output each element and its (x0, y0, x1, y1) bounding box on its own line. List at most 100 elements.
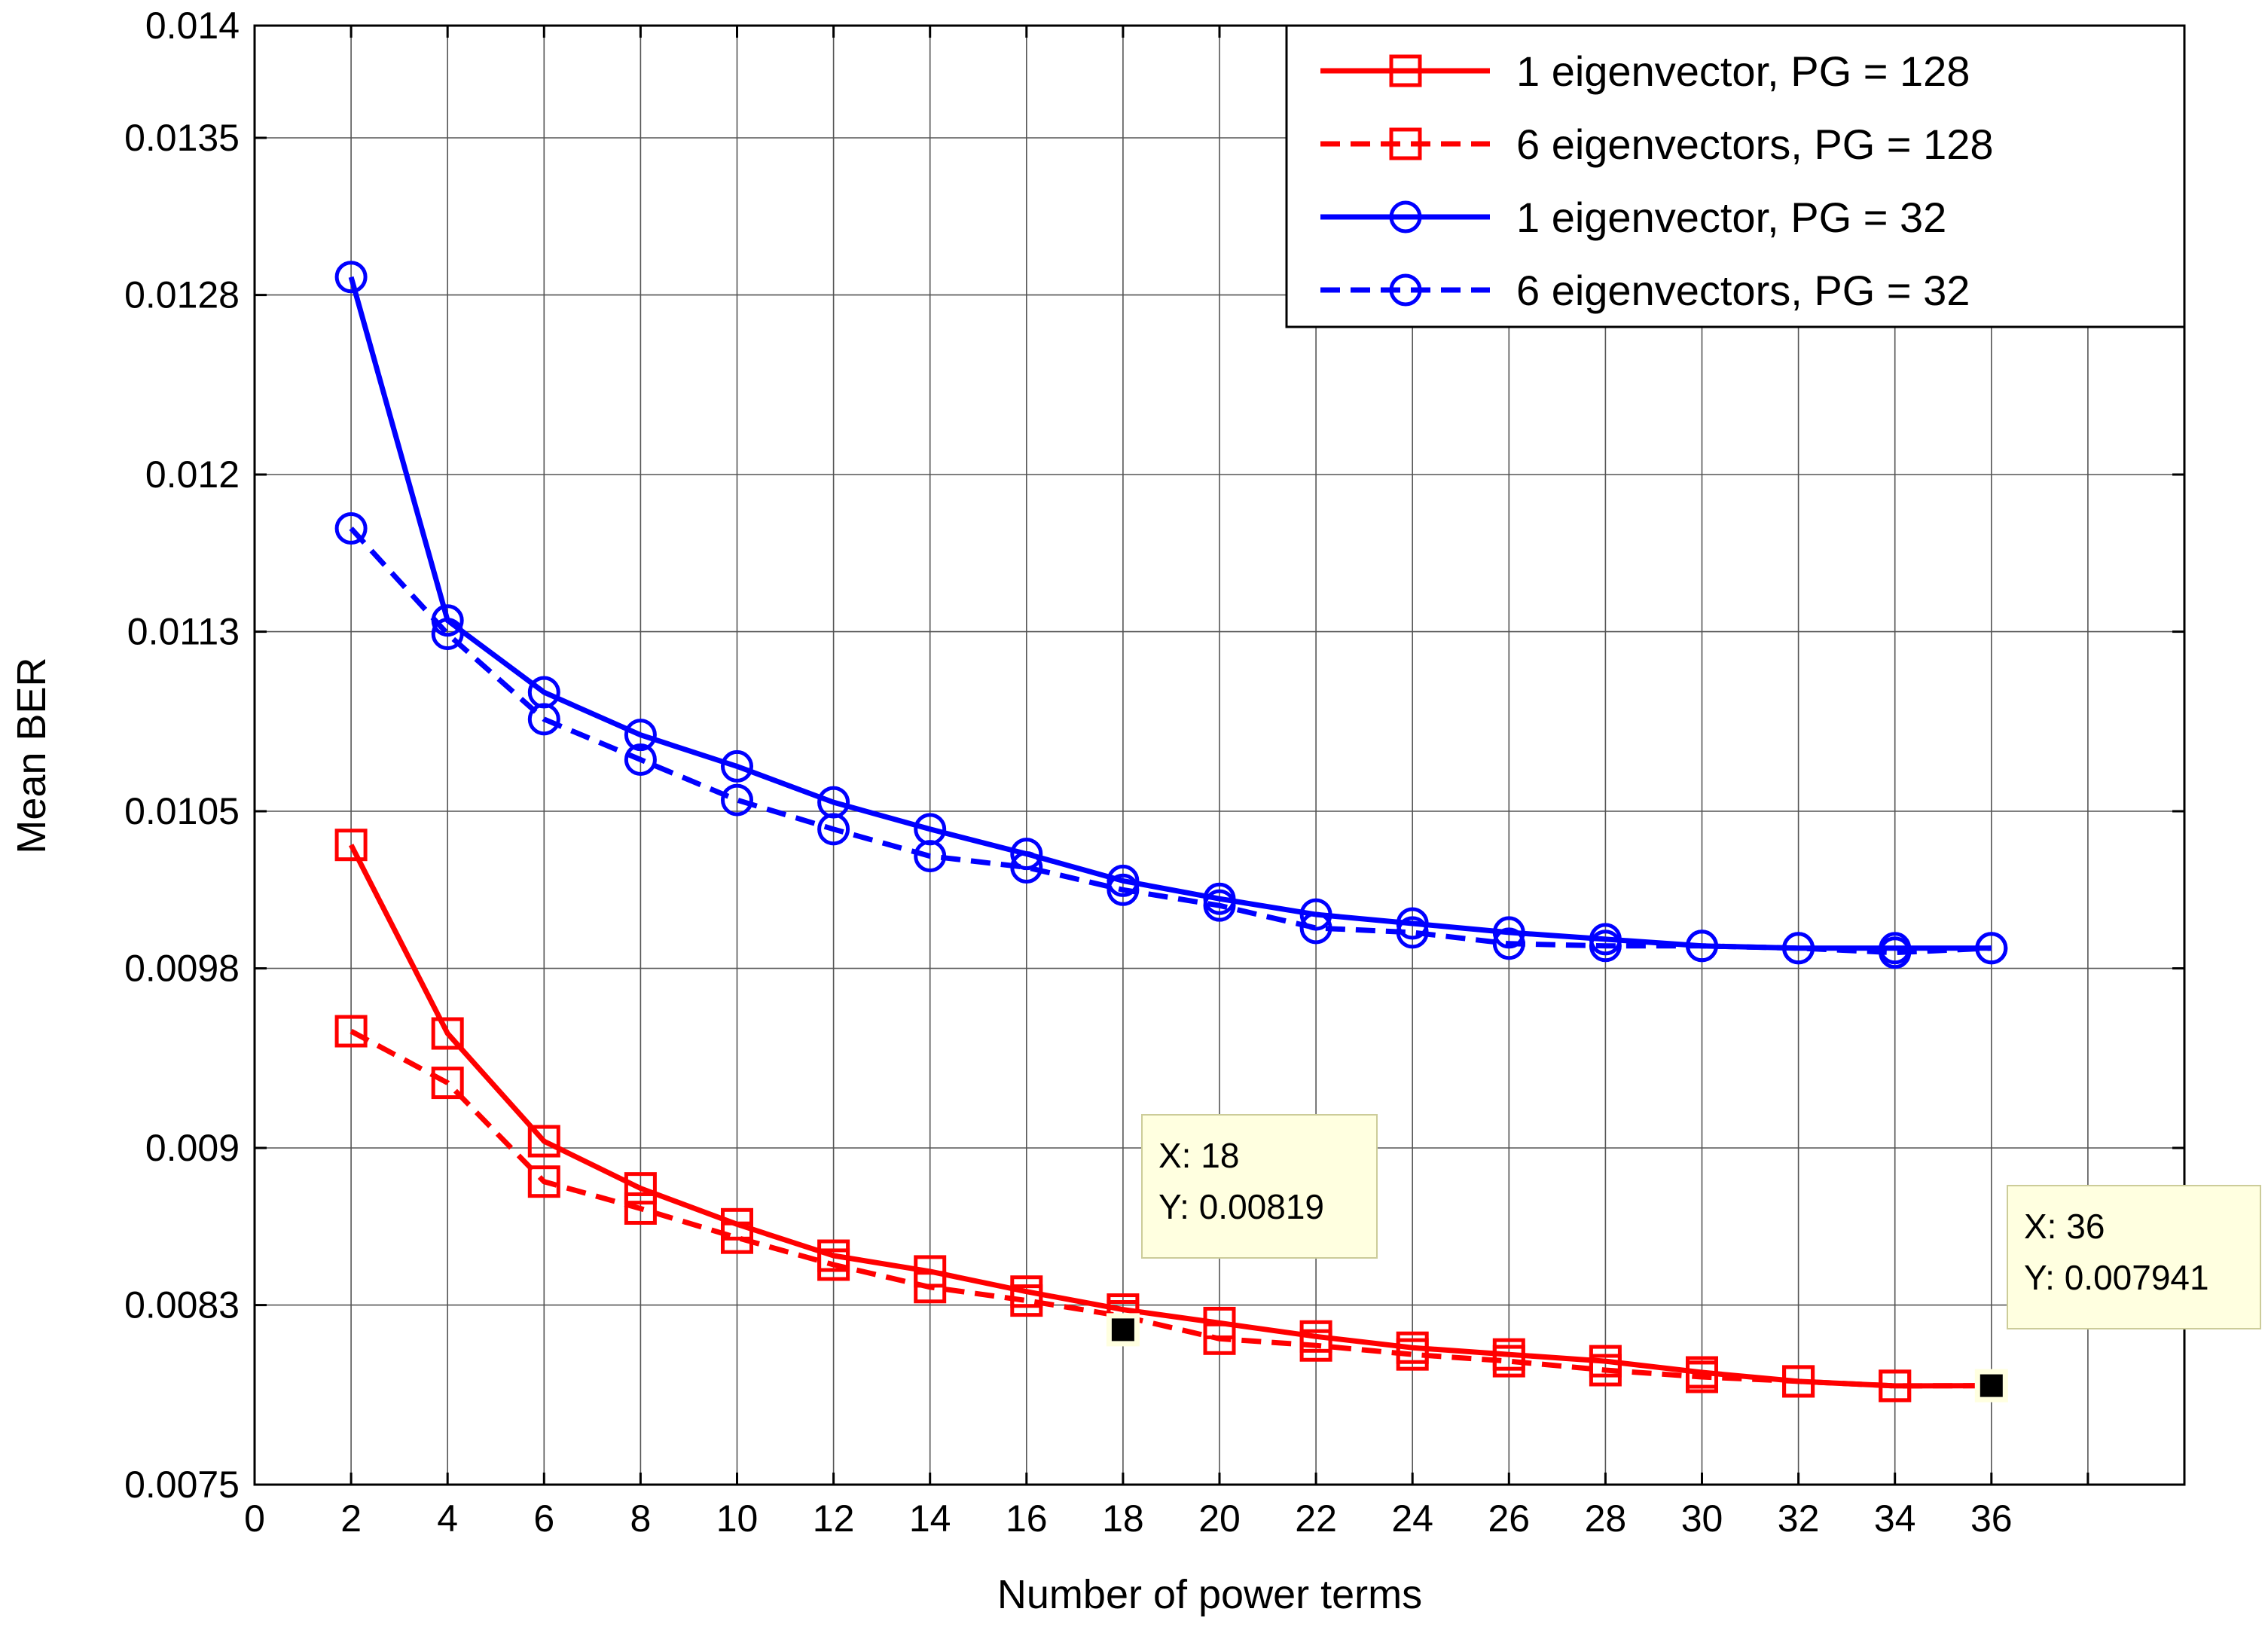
legend-entry: 1 eigenvector, PG = 128 (1320, 47, 1970, 95)
legend-marker (1389, 127, 1422, 160)
legend: 1 eigenvector, PG = 128 6 eigenvectors, P… (1285, 24, 2186, 328)
data-point (1879, 936, 1912, 969)
data-point (1299, 1329, 1332, 1362)
y-tick-label: 0.0098 (124, 948, 240, 990)
data-tip-x-text: X: 36 (2024, 1207, 2105, 1246)
data-tip: X: 36 Y: 0.007941 (1974, 1185, 2261, 1403)
x-tick-label: 4 (437, 1497, 458, 1540)
data-tip-box (1141, 1114, 1378, 1259)
x-tick-label: 20 (1198, 1497, 1241, 1540)
x-tick-label: 32 (1778, 1497, 1820, 1540)
data-point (431, 618, 464, 651)
data-point (721, 783, 753, 817)
data-tips: X: 18 Y: 0.00819 X: 36 Y: 0.007941 (1106, 1114, 2261, 1403)
x-tick-label: 6 (533, 1497, 554, 1540)
legend-box (1285, 24, 2186, 328)
legend-label: 1 eigenvector, PG = 32 (1516, 194, 1946, 241)
data-point (1492, 1345, 1525, 1378)
series-line (350, 1028, 1992, 1389)
legend-label: 6 eigenvectors, PG = 128 (1516, 121, 1994, 168)
data-point (914, 1271, 947, 1304)
data-point (334, 512, 368, 545)
data-point (1107, 873, 1140, 906)
data-point (1010, 851, 1043, 884)
data-point (1396, 916, 1429, 949)
y-tick-label: 0.012 (145, 453, 240, 496)
x-tick-label: 26 (1488, 1497, 1530, 1540)
data-point (624, 719, 657, 752)
x-tick-label: 18 (1102, 1497, 1144, 1540)
x-tick-label: 22 (1295, 1497, 1337, 1540)
y-tick-label: 0.0135 (124, 117, 240, 159)
data-point (817, 813, 850, 846)
legend-label: 1 eigenvector, PG = 128 (1516, 47, 1970, 95)
data-point (624, 1192, 657, 1225)
data-point (1879, 1369, 1912, 1403)
data-point (1396, 1338, 1429, 1371)
data-point (1299, 911, 1332, 945)
data-point (431, 1017, 464, 1050)
data-point (527, 1125, 560, 1158)
x-tick-label: 2 (340, 1497, 362, 1540)
data-point (1010, 838, 1043, 871)
x-tick-label: 12 (813, 1497, 855, 1540)
data-tip-box (2007, 1185, 2261, 1329)
legend-entry: 6 eigenvectors, PG = 128 (1320, 121, 1994, 168)
data-tip-marker (1980, 1374, 2003, 1397)
data-point (1396, 907, 1429, 940)
data-point (721, 1221, 753, 1254)
x-tick-label: 36 (1970, 1497, 2013, 1540)
data-point (334, 1015, 368, 1048)
data-series (334, 261, 2008, 1403)
data-point (1107, 864, 1140, 897)
y-tick-label: 0.0105 (124, 790, 240, 832)
data-point (1782, 1365, 1815, 1398)
legend-marker (1389, 54, 1422, 87)
x-tick-label: 28 (1585, 1497, 1627, 1540)
data-point (914, 840, 947, 873)
data-point (1589, 1354, 1622, 1387)
y-tick-label: 0.014 (145, 5, 240, 47)
data-point (527, 703, 560, 736)
data-point (1010, 1284, 1043, 1317)
x-tick-label: 14 (909, 1497, 951, 1540)
data-tip-y-text: Y: 0.00819 (1158, 1187, 1324, 1226)
x-axis-title: Number of power terms (997, 1572, 1422, 1617)
y-tick-label: 0.0075 (124, 1464, 240, 1506)
legend-entry: 1 eigenvector, PG = 32 (1320, 194, 1946, 241)
data-tip-marker (1111, 1318, 1134, 1342)
legend-marker (1389, 273, 1422, 307)
y-tick-label: 0.0113 (127, 611, 240, 653)
legend-label: 6 eigenvectors, PG = 32 (1516, 267, 1970, 314)
data-point (334, 261, 368, 294)
data-point (1203, 1322, 1236, 1355)
y-axis-title: Mean BER (9, 657, 54, 853)
data-point (624, 1172, 657, 1205)
legend-entry: 6 eigenvectors, PG = 32 (1320, 267, 1970, 314)
x-tick-label: 10 (716, 1497, 759, 1540)
y-tick-label: 0.0083 (124, 1284, 240, 1326)
x-tick-label: 34 (1874, 1497, 1916, 1540)
x-tick-label: 24 (1391, 1497, 1433, 1540)
data-point (1686, 1360, 1718, 1393)
data-point (1203, 889, 1236, 922)
series-3 (334, 512, 2008, 969)
y-tick-label: 0.0128 (124, 274, 240, 316)
x-tick-label: 30 (1681, 1497, 1723, 1540)
data-tip-y-text: Y: 0.007941 (2024, 1258, 2209, 1297)
x-tick-label: 0 (244, 1497, 265, 1540)
data-tip: X: 18 Y: 0.00819 (1106, 1114, 1378, 1347)
data-point (1975, 932, 2008, 965)
x-tick-label: 8 (630, 1497, 651, 1540)
data-point (624, 743, 657, 776)
data-point (431, 1067, 464, 1100)
data-point (1782, 932, 1815, 965)
axis-ticks: 0 2 4 6 8 10 12 14 16 18 20 22 24 26 28 30 32 34 360.00750… (124, 5, 2186, 1540)
data-tip-x-text: X: 18 (1158, 1136, 1239, 1175)
data-point (1299, 898, 1332, 931)
data-point (1589, 929, 1622, 963)
data-point (1492, 927, 1525, 960)
legend-marker (1389, 200, 1422, 234)
data-point (527, 1165, 560, 1198)
